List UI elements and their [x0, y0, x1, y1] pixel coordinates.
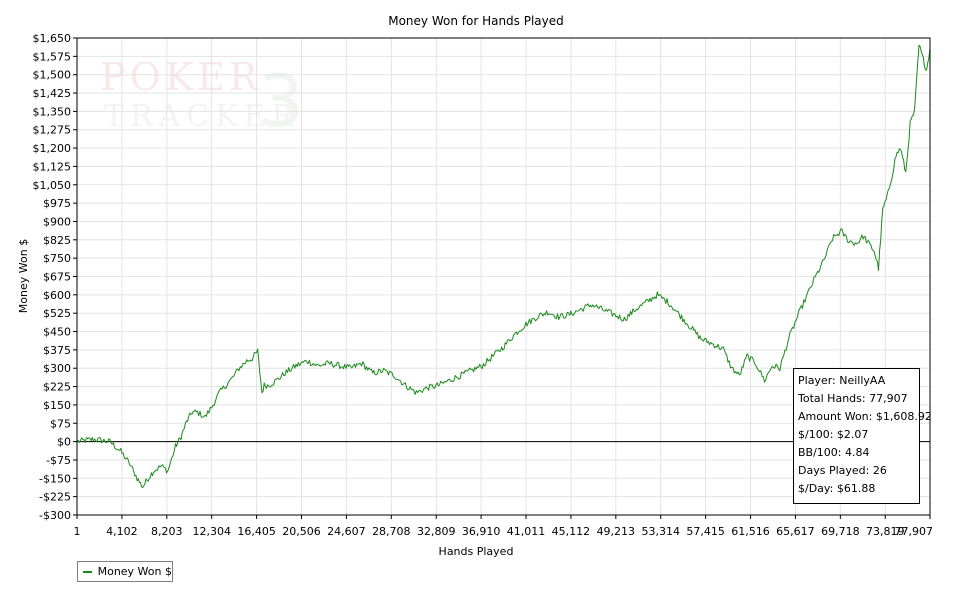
y-tick-label: $900: [43, 215, 71, 228]
info-bb-per-100: BB/100: 4.84: [798, 444, 915, 462]
info-total-hands: Total Hands: 77,907: [798, 390, 915, 408]
y-tick-label: $225: [43, 381, 71, 394]
watermark-mark: 3: [258, 59, 304, 143]
x-tick-label: 65,617: [776, 525, 815, 538]
info-amount-won: Amount Won: $1,608.92: [798, 408, 915, 426]
y-tick-label: -$150: [39, 472, 71, 485]
x-tick-label: 16,405: [237, 525, 276, 538]
x-tick-label: 36,910: [462, 525, 501, 538]
y-tick-label: $1,050: [33, 179, 72, 192]
stats-info-box: Player: NeillyAA Total Hands: 77,907 Amo…: [793, 368, 920, 504]
x-tick-label: 45,112: [552, 525, 591, 538]
y-tick-label: $1,200: [33, 142, 72, 155]
x-tick-label: 32,809: [417, 525, 456, 538]
y-tick-label: $450: [43, 326, 71, 339]
x-tick-label: 53,314: [641, 525, 680, 538]
y-tick-label: $1,650: [33, 32, 72, 45]
y-tick-label: $150: [43, 399, 71, 412]
y-tick-label: $1,125: [33, 160, 72, 173]
x-tick-label: 12,304: [192, 525, 231, 538]
y-tick-label: $975: [43, 197, 71, 210]
y-tick-label: $825: [43, 234, 71, 247]
info-dollars-per-day: $/Day: $61.88: [798, 480, 915, 498]
x-tick-label: 28,708: [372, 525, 411, 538]
x-tick-label: 57,415: [686, 525, 725, 538]
y-tick-label: $750: [43, 252, 71, 265]
info-dollars-per-100: $/100: $2.07: [798, 426, 915, 444]
y-tick-label: $675: [43, 271, 71, 284]
y-tick-label: $1,350: [33, 105, 72, 118]
y-tick-label: -$75: [46, 454, 71, 467]
x-tick-label: 8,203: [151, 525, 183, 538]
legend-label: Money Won $: [98, 565, 172, 578]
y-tick-label: $375: [43, 344, 71, 357]
x-tick-label: 49,213: [597, 525, 636, 538]
y-tick-label: $1,425: [33, 87, 72, 100]
info-days-played: Days Played: 26: [798, 462, 915, 480]
x-tick-label: 4,102: [106, 525, 138, 538]
x-tick-label: 61,516: [731, 525, 770, 538]
x-tick-label: 41,011: [507, 525, 546, 538]
legend: Money Won $: [77, 561, 173, 582]
x-axis-ticks: 1 4,102 8,203 12,304 16,405 20,506 24,607 28,70…: [74, 515, 934, 538]
y-tick-label: -$225: [39, 491, 71, 504]
info-player: Player: NeillyAA: [798, 372, 915, 390]
x-tick-label: 69,718: [821, 525, 860, 538]
y-tick-label: $600: [43, 289, 71, 302]
chart-title: Money Won for Hands Played: [388, 14, 564, 28]
x-tick-label: 20,506: [282, 525, 321, 538]
x-tick-label: 77,907: [895, 525, 934, 538]
x-tick-label: 24,607: [327, 525, 366, 538]
legend-swatch: [83, 571, 92, 573]
y-tick-label: $75: [50, 417, 71, 430]
x-axis-label: Hands Played: [439, 545, 514, 558]
y-tick-label: $1,500: [33, 69, 72, 82]
y-axis-ticks: -$300 -$225 -$150 -$75 $0 $75 $150 $225 $300 $375…: [33, 32, 78, 522]
y-tick-label: $525: [43, 307, 71, 320]
y-tick-label: -$300: [39, 509, 71, 522]
y-tick-label: $1,275: [33, 124, 72, 137]
y-axis-label: Money Won $: [17, 239, 30, 313]
y-tick-label: $300: [43, 362, 71, 375]
y-tick-label: $0: [57, 436, 71, 449]
y-tick-label: $1,575: [33, 50, 72, 63]
watermark-line1: POKER: [100, 55, 261, 99]
x-tick-label: 1: [74, 525, 81, 538]
